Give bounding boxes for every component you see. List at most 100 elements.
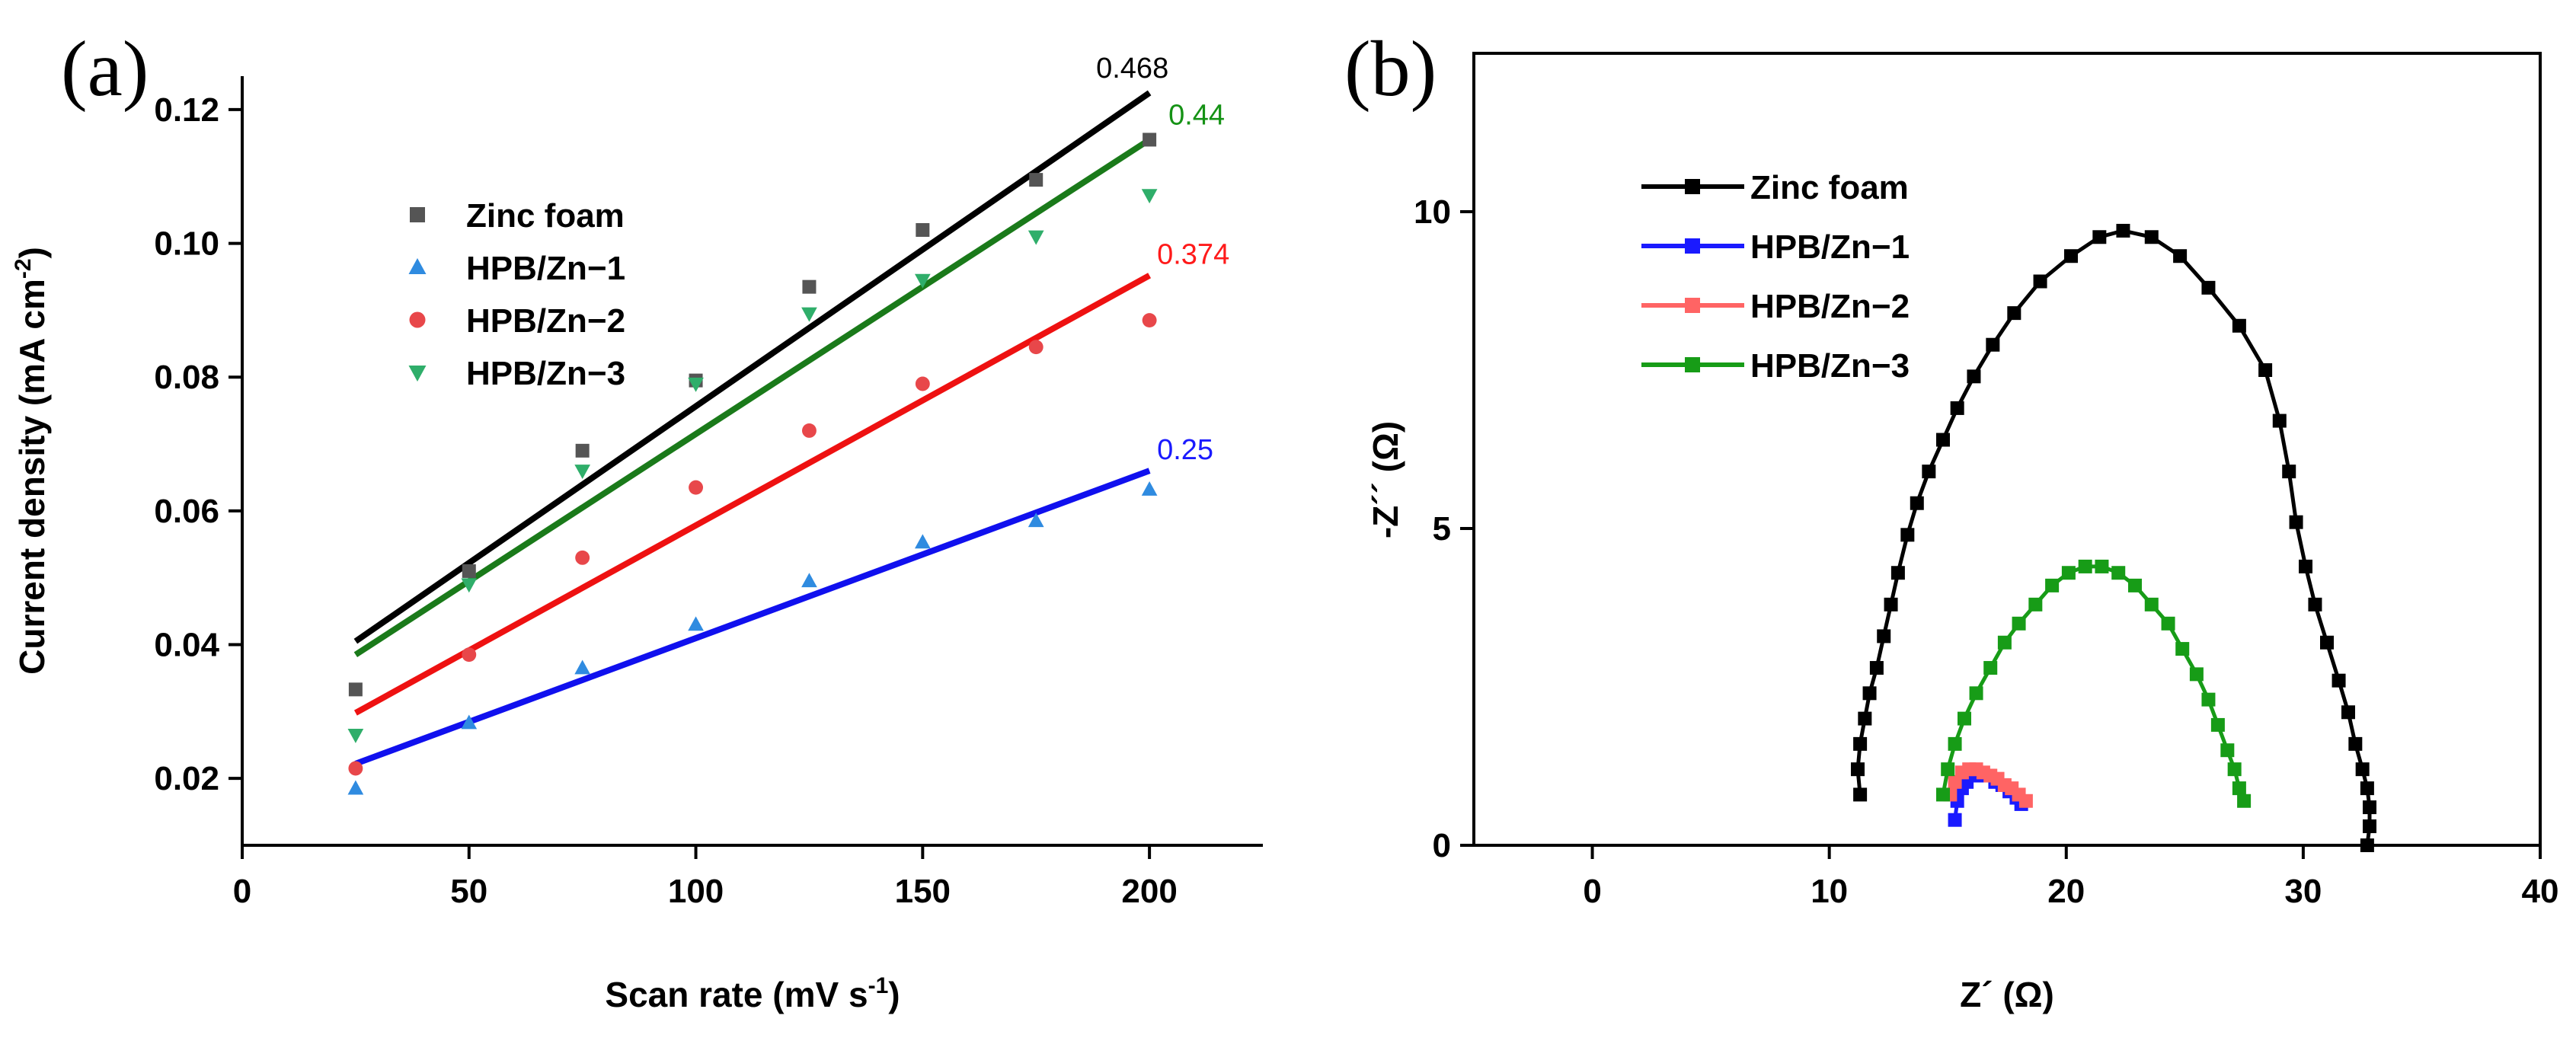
- panel-a-point: [575, 443, 590, 458]
- panel-b-point: [2061, 566, 2076, 580]
- panel-a-point: [688, 377, 704, 392]
- panel-a-data-points: [347, 133, 1158, 795]
- panel-a-point: [347, 728, 364, 743]
- panel-a-slope-labels: 0.468 0.25 0.374 0.44: [1096, 53, 1229, 466]
- panel-b-point: [2341, 705, 2355, 720]
- panel-a-slope-label: 0.44: [1168, 99, 1225, 131]
- panel-a-point: [462, 647, 477, 663]
- panel-b-point: [2028, 597, 2043, 612]
- panel-a-legend-marker: [408, 366, 427, 382]
- panel-a-fit-line: [353, 90, 1152, 644]
- panel-b-point: [1884, 597, 1898, 612]
- panel-a-point: [916, 223, 930, 237]
- panel-b-point: [1910, 496, 1924, 510]
- panel-a-fit-lines: [353, 90, 1152, 767]
- panel-a-y-tick-label: 0.12: [154, 91, 219, 129]
- panel-b-point: [1858, 711, 1872, 726]
- panel-a-point: [689, 480, 704, 495]
- panel-b-point: [2111, 566, 2126, 580]
- panel-a-legend-label: Zinc foam: [466, 197, 625, 235]
- panel-b-point: [2007, 306, 2021, 321]
- panel-b-series: [1851, 223, 2376, 852]
- panel-b-point: [2220, 743, 2235, 758]
- panel-b-x-tick-label: 40: [2522, 873, 2559, 910]
- panel-b-point: [2332, 673, 2346, 688]
- panel-b-point: [2232, 781, 2246, 796]
- panel-b-legend-label: HPB/Zn−1: [1750, 228, 1910, 266]
- panel-a-point: [914, 273, 931, 289]
- panel-b-y-axis-title: -Z´´ (Ω): [1366, 421, 1405, 538]
- panel-b-point: [2078, 559, 2092, 573]
- panel-a-point: [574, 659, 591, 675]
- panel-b-point: [1958, 711, 1971, 726]
- panel-b-x-tick-label: 20: [2047, 873, 2085, 910]
- panel-b-legend-marker: [1685, 238, 1700, 254]
- panel-a-point: [574, 465, 591, 479]
- panel-a-point: [914, 534, 931, 549]
- panel-a-point: [575, 550, 590, 565]
- panel-a-slope-label: 0.374: [1157, 239, 1229, 271]
- panel-a-axes: [241, 76, 1263, 847]
- panel-b-point: [1969, 686, 1983, 701]
- panel-b-point: [2095, 559, 2109, 573]
- panel-b-point: [1900, 528, 1915, 542]
- panel-b-point: [2173, 249, 2188, 263]
- panel-b-point: [1862, 686, 1877, 701]
- panel-a-x-tick-label: 0: [233, 873, 251, 910]
- panel-a-point: [1028, 513, 1044, 528]
- panel-a-label: (a): [61, 25, 149, 113]
- panel-b-point: [2360, 781, 2374, 796]
- panel-b-point: [1922, 465, 1936, 479]
- panel-a-x-ticks: 0 50 100 150 200: [233, 845, 1178, 910]
- panel-b-point: [2018, 794, 2033, 808]
- panel-b-label: (b): [1344, 25, 1437, 113]
- panel-b-legend-label: Zinc foam: [1750, 169, 1909, 206]
- panel-b-point: [1941, 762, 1955, 777]
- panel-b-point: [2201, 280, 2216, 295]
- panel-a-legend-marker: [410, 207, 425, 222]
- panel-b-point: [2355, 762, 2370, 777]
- panel-a-point: [688, 616, 704, 631]
- panel-b-point: [1936, 787, 1950, 802]
- panel-a-y-tick-label: 0.04: [154, 627, 219, 664]
- panel-b-point: [2175, 642, 2190, 656]
- panel-b-point: [2360, 838, 2374, 852]
- panel-b-point: [2227, 762, 2242, 777]
- panel-a-point: [1142, 313, 1157, 328]
- panel-b-legend-marker: [1685, 298, 1700, 313]
- panel-a-y-tick-label: 0.08: [154, 359, 219, 396]
- panel-a-point: [348, 682, 363, 697]
- panel-a-x-tick-label: 50: [450, 873, 487, 910]
- panel-a-y-tick-label: 0.06: [154, 493, 219, 530]
- panel-a-y-axis-title: Current density (mA cm-2): [11, 247, 52, 675]
- panel-b-point: [2092, 230, 2107, 244]
- panel-b-x-tick-label: 30: [2284, 873, 2322, 910]
- panel-b-series-line: [1855, 228, 2372, 846]
- panel-b-point: [1877, 629, 1891, 643]
- panel-a-legend-label: HPB/Zn−3: [466, 355, 625, 392]
- panel-b-point: [2189, 667, 2204, 682]
- panel-b-point: [2282, 465, 2296, 479]
- panel-b-legend-label: HPB/Zn−3: [1750, 347, 1910, 385]
- panel-b-y-tick-label: 10: [1414, 193, 1451, 231]
- panel-a-point: [462, 564, 476, 578]
- panel-b-frame: [1472, 52, 2542, 847]
- panel-a-fit-line: [353, 137, 1152, 658]
- panel-b-point: [1950, 401, 1964, 415]
- panel-b-y-tick-label: 5: [1433, 510, 1451, 548]
- panel-b-point: [2012, 616, 2026, 631]
- panel-a-slope-label: 0.468: [1096, 53, 1168, 85]
- panel-b-point: [2320, 635, 2334, 650]
- panel-b-point: [2299, 559, 2312, 573]
- panel-b-point: [1851, 762, 1865, 777]
- panel-b-legend-marker: [1685, 357, 1700, 372]
- panel-a-legend-marker: [409, 311, 426, 328]
- panel-a-point: [1141, 189, 1158, 204]
- panel-b-point: [1948, 813, 1962, 827]
- panel-a-point: [802, 279, 817, 294]
- panel-a-point: [1143, 133, 1157, 147]
- panel-b-point: [2161, 616, 2175, 631]
- panel-a-point: [801, 423, 817, 438]
- panel-a-fit-line: [353, 273, 1152, 716]
